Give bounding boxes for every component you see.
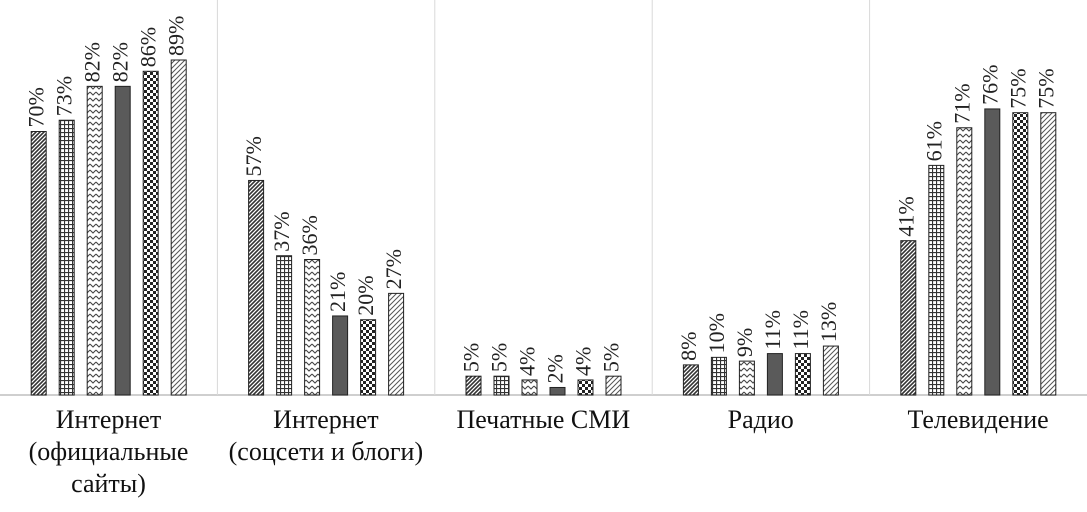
category-label: Интернет (соцсети и блоги) (217, 404, 434, 468)
value-label: 36% (297, 215, 322, 255)
bar (248, 179, 265, 396)
bar (682, 364, 699, 396)
bar (738, 360, 755, 396)
value-label: 70% (24, 87, 49, 127)
bar (984, 108, 1001, 396)
bar (86, 85, 103, 396)
bar (766, 353, 783, 396)
bar (58, 119, 75, 396)
bar (521, 379, 538, 396)
bar (822, 345, 839, 396)
category-text: Интернет (соцсети и блоги) (228, 405, 424, 466)
bar (360, 319, 377, 396)
bar (900, 240, 917, 396)
value-label: 20% (353, 275, 378, 315)
category-text: Радио (727, 405, 794, 434)
value-label: 11% (788, 310, 813, 350)
bar (493, 375, 510, 396)
bar (605, 375, 622, 396)
category-label: Телевидение (870, 404, 1087, 436)
bar (304, 258, 321, 396)
bar (710, 356, 727, 396)
bar (276, 255, 293, 396)
value-label: 82% (108, 42, 133, 82)
value-label: 89% (164, 16, 189, 56)
bar (465, 375, 482, 396)
category-label: Радио (652, 404, 869, 436)
value-label: 5% (459, 343, 484, 372)
category-text: Печатные СМИ (456, 405, 631, 434)
value-label: 4% (571, 347, 596, 376)
value-label: 76% (977, 65, 1002, 105)
bar (928, 164, 945, 396)
value-label: 73% (52, 76, 77, 116)
value-label: 8% (676, 332, 701, 361)
bar (332, 315, 349, 396)
bar (577, 379, 594, 396)
bar (1012, 112, 1029, 396)
value-label: 41% (893, 196, 918, 236)
bar (956, 127, 973, 396)
value-label: 75% (1033, 68, 1058, 108)
bar (142, 70, 159, 396)
value-label: 57% (241, 136, 266, 176)
bar (30, 131, 47, 396)
value-label: 71% (949, 83, 974, 123)
category-text: Телевидение (907, 405, 1049, 434)
value-label: 61% (921, 121, 946, 161)
bar (549, 386, 566, 396)
category-label: Интернет (официальные сайты) (0, 404, 217, 500)
value-label: 10% (704, 313, 729, 353)
value-label: 13% (816, 302, 841, 342)
bar (794, 353, 811, 396)
value-label: 82% (80, 42, 105, 82)
value-label: 11% (760, 310, 785, 350)
category-label: Печатные СМИ (435, 404, 652, 436)
value-label: 37% (269, 211, 294, 251)
value-label: 21% (325, 272, 350, 312)
value-label: 5% (487, 343, 512, 372)
bar (388, 292, 405, 396)
bar (114, 85, 131, 396)
bar (1040, 112, 1057, 396)
category-text: Интернет (официальные сайты) (28, 405, 189, 498)
value-label: 9% (732, 328, 757, 357)
value-label: 27% (381, 249, 406, 289)
value-label: 2% (543, 354, 568, 383)
value-label: 86% (136, 27, 161, 67)
bar (170, 59, 187, 396)
value-label: 4% (515, 347, 540, 376)
value-label: 5% (599, 343, 624, 372)
value-label: 75% (1005, 68, 1030, 108)
